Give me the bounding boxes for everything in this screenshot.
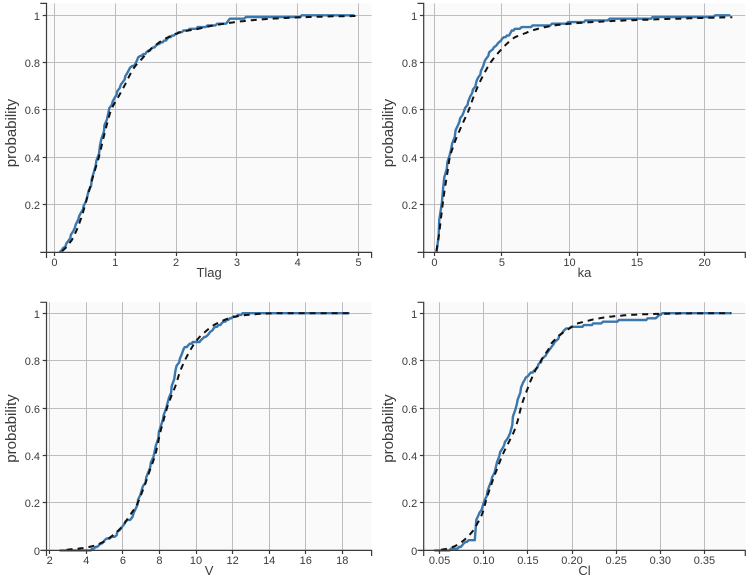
svg-text:10: 10 (563, 257, 575, 269)
svg-text:1: 1 (411, 11, 417, 23)
svg-text:Tlag: Tlag (196, 265, 221, 280)
svg-text:0.8: 0.8 (402, 58, 417, 70)
svg-text:0.2: 0.2 (25, 200, 40, 212)
svg-text:6: 6 (120, 555, 126, 567)
svg-text:4: 4 (83, 555, 89, 567)
svg-text:0.2: 0.2 (25, 498, 40, 510)
svg-text:2: 2 (47, 555, 53, 567)
svg-text:Cl: Cl (578, 563, 590, 578)
svg-text:18: 18 (336, 555, 348, 567)
svg-text:0.25: 0.25 (605, 555, 626, 567)
svg-text:0.6: 0.6 (25, 404, 40, 416)
svg-text:0.10: 0.10 (473, 555, 494, 567)
svg-text:0.6: 0.6 (402, 105, 417, 117)
svg-text:8: 8 (156, 555, 162, 567)
svg-text:0: 0 (411, 546, 417, 558)
svg-text:V: V (205, 563, 214, 578)
svg-text:0.6: 0.6 (25, 105, 40, 117)
svg-text:12: 12 (226, 555, 238, 567)
svg-text:2: 2 (173, 257, 179, 269)
svg-text:0.4: 0.4 (25, 451, 40, 463)
svg-text:0.2: 0.2 (402, 498, 417, 510)
svg-text:0.30: 0.30 (650, 555, 671, 567)
svg-text:0.8: 0.8 (402, 356, 417, 368)
svg-text:1: 1 (34, 309, 40, 321)
svg-text:5: 5 (499, 257, 505, 269)
svg-text:15: 15 (631, 257, 643, 269)
svg-text:0.15: 0.15 (517, 555, 538, 567)
svg-text:3: 3 (234, 257, 240, 269)
svg-text:20: 20 (698, 257, 710, 269)
svg-text:0: 0 (431, 257, 437, 269)
svg-text:16: 16 (300, 555, 312, 567)
svg-text:1: 1 (411, 309, 417, 321)
svg-text:0.8: 0.8 (25, 58, 40, 70)
svg-text:14: 14 (263, 555, 275, 567)
svg-text:probability: probability (380, 98, 397, 167)
svg-text:0.05: 0.05 (429, 555, 450, 567)
svg-text:0.6: 0.6 (402, 404, 417, 416)
svg-text:0: 0 (34, 546, 40, 558)
svg-text:probability: probability (3, 98, 20, 167)
svg-text:probability: probability (380, 394, 397, 463)
svg-text:0.4: 0.4 (25, 153, 40, 165)
svg-text:ka: ka (578, 265, 593, 280)
svg-text:0.2: 0.2 (402, 200, 417, 212)
svg-text:10: 10 (190, 555, 202, 567)
svg-text:0: 0 (51, 257, 57, 269)
svg-text:0.8: 0.8 (25, 356, 40, 368)
svg-text:5: 5 (355, 257, 361, 269)
svg-text:4: 4 (295, 257, 301, 269)
svg-text:0.4: 0.4 (402, 451, 417, 463)
svg-text:probability: probability (3, 394, 20, 463)
svg-text:1: 1 (112, 257, 118, 269)
svg-text:0.35: 0.35 (694, 555, 715, 567)
svg-text:0.20: 0.20 (561, 555, 582, 567)
svg-text:1: 1 (34, 11, 40, 23)
svg-text:0.4: 0.4 (402, 153, 417, 165)
